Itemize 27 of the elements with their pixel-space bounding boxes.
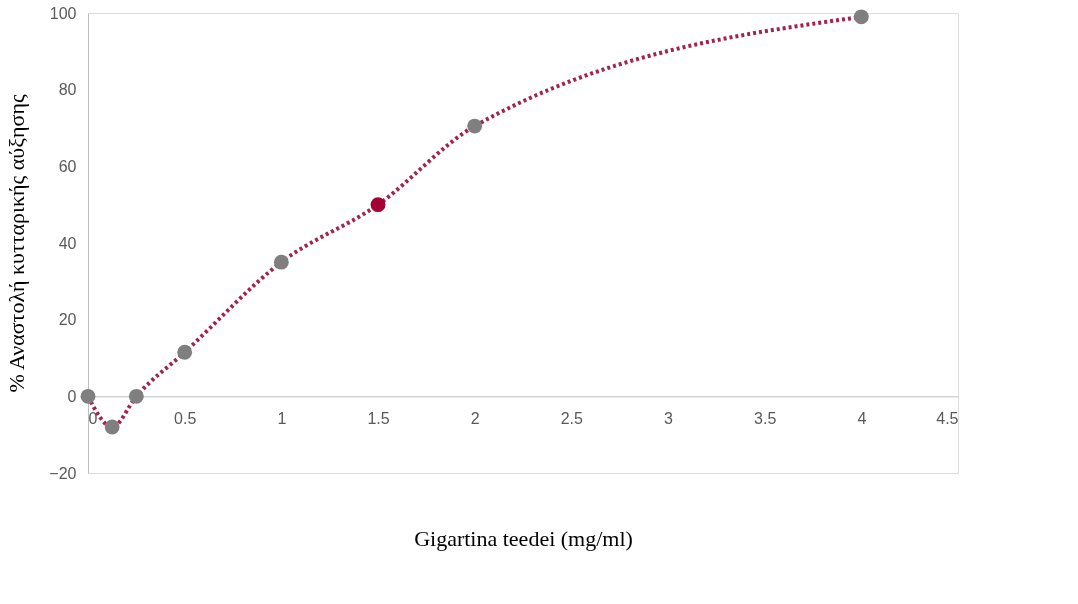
y-tick-label: 20 bbox=[58, 311, 77, 329]
point bbox=[128, 388, 144, 404]
point bbox=[104, 419, 120, 435]
point bbox=[273, 254, 289, 270]
x-tick-label: 1 bbox=[277, 409, 287, 427]
y-tick-label: 80 bbox=[58, 81, 77, 99]
x-tick-label: 2 bbox=[470, 409, 480, 427]
point bbox=[467, 118, 483, 134]
x-tick-label: 1.5 bbox=[367, 409, 390, 427]
x-tick-label: 3 bbox=[664, 409, 674, 427]
y-tick-label: 0 bbox=[67, 387, 77, 405]
x-tick-label: 4.5 bbox=[936, 409, 959, 427]
x-tick-label: 4 bbox=[857, 409, 867, 427]
y-tick-label: 100 bbox=[49, 4, 77, 22]
point bbox=[370, 197, 386, 213]
point bbox=[80, 388, 96, 404]
point bbox=[853, 9, 869, 25]
x-tick-label: 2.5 bbox=[560, 409, 584, 427]
y-tick-label: 60 bbox=[58, 157, 77, 175]
x-axis-title: Gigartina teedei (mg/ml) bbox=[414, 525, 633, 551]
y-axis-title: % Αναστολή κυτταρικής αύξησης bbox=[4, 94, 30, 393]
x-tick-label: 3.5 bbox=[754, 409, 777, 427]
y-tick-label: 40 bbox=[58, 234, 77, 252]
x-tick-label: 0 bbox=[88, 409, 98, 427]
point bbox=[177, 344, 193, 360]
y-tick-label: −20 bbox=[49, 464, 77, 482]
x-tick-label: 0.5 bbox=[174, 409, 197, 427]
